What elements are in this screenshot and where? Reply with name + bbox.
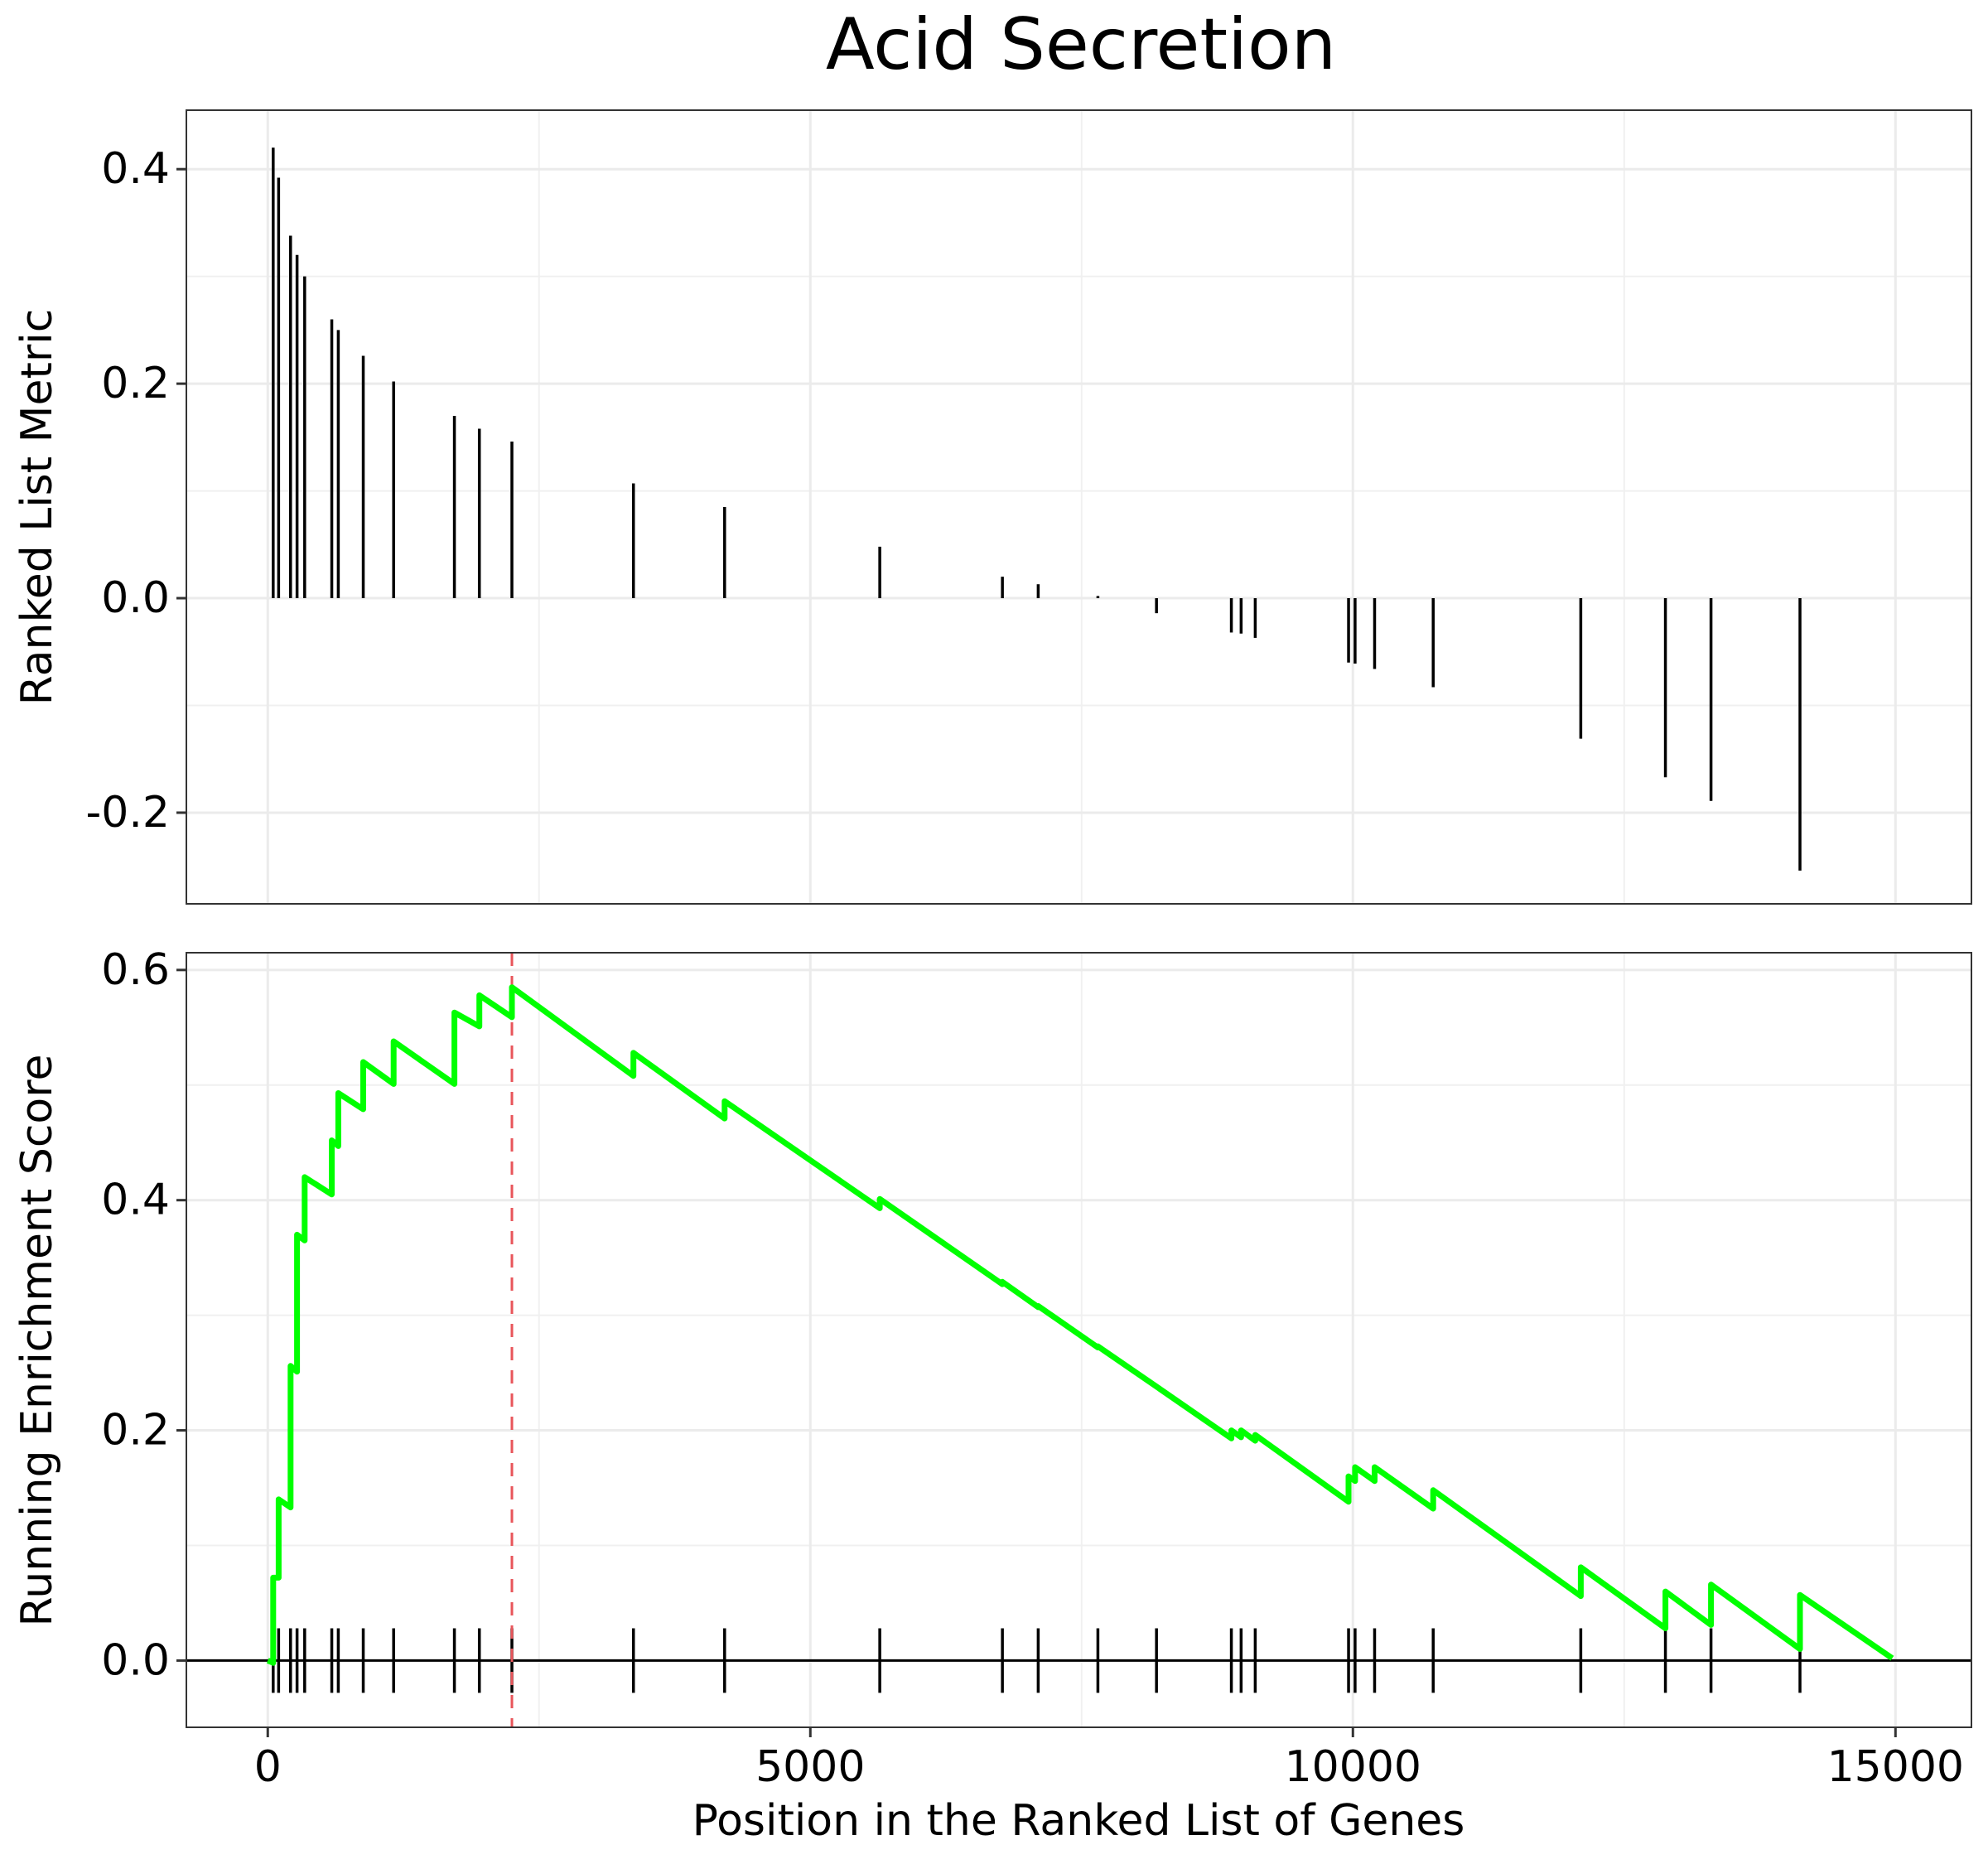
- enrichment-score-panel-border: [186, 952, 1972, 1728]
- ranked-metric-ylabel: Ranked List Metric: [12, 309, 62, 706]
- ranked-metric-plot-area: [186, 110, 1971, 904]
- ranked-metric-y-tick-label: 0.4: [101, 144, 170, 194]
- enrichment-score-y-axis: 0.0 0.2 0.4 0.6: [101, 945, 186, 1685]
- x-tick-label: 15000: [1827, 1742, 1964, 1792]
- ranked-metric-y-axis: -0.2 0.0 0.2 0.4: [86, 144, 186, 838]
- ranked-metric-y-tick-label: 0.0: [101, 573, 170, 623]
- ranked-metric-bars: [272, 147, 1802, 871]
- gene-hit-ticks: [272, 1628, 1802, 1693]
- enrichment-score-y-tick-label: 0.2: [101, 1406, 170, 1456]
- enrichment-score-y-tick-label: 0.0: [101, 1635, 170, 1685]
- enrichment-score-panel: 0.0 0.2 0.4 0.6 0 5000 10000 15000 Running Enr…: [12, 945, 1972, 1792]
- x-tick-label: 0: [254, 1742, 282, 1792]
- ranked-metric-gridlines: [186, 110, 1971, 904]
- running-es-line: [266, 984, 1894, 1666]
- enrichment-score-y-tick-label: 0.4: [101, 1176, 170, 1225]
- x-tick-label: 10000: [1285, 1742, 1421, 1792]
- x-axis: 0 5000 10000 15000: [254, 1727, 1964, 1792]
- chart-title: Acid Secretion: [826, 3, 1336, 86]
- enrichment-score-y-tick-label: 0.6: [101, 945, 170, 995]
- enrichment-score-ylabel: Running Enrichment Score: [12, 1055, 62, 1627]
- x-axis-label: Position in the Ranked List of Genes: [692, 1796, 1465, 1846]
- ranked-metric-panel-border: [186, 109, 1972, 905]
- ranked-metric-y-tick-label: 0.2: [101, 359, 170, 408]
- x-tick-label: 5000: [755, 1742, 865, 1792]
- ranked-metric-y-tick-label: -0.2: [86, 788, 170, 838]
- ranked-metric-panel: -0.2 0.0 0.2 0.4 Ranked List Metric: [12, 109, 1972, 905]
